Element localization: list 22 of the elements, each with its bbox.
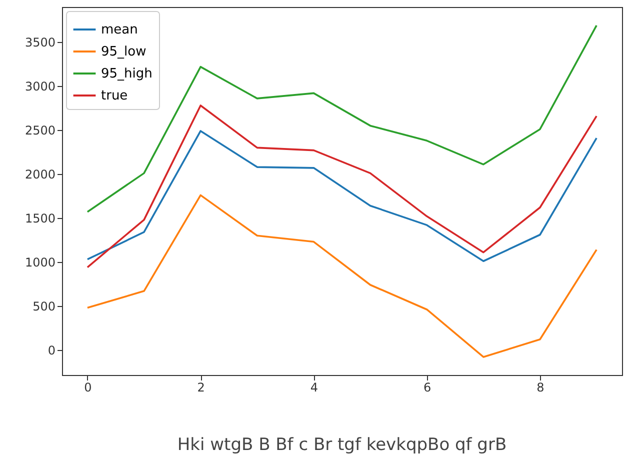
- y-tick-label: 2500: [24, 124, 56, 138]
- y-tick-label: 3000: [24, 80, 56, 94]
- x-tick-label: 0: [84, 380, 92, 394]
- line-series: [86, 104, 598, 268]
- x-tick-label: 4: [310, 380, 318, 394]
- text: Hki wtgB B Bf c Br tgf kevkqpBo qf grB: [177, 435, 507, 455]
- x-tick-label: 8: [536, 380, 544, 394]
- x-tick-label: 2: [197, 380, 205, 394]
- line-series: [86, 130, 598, 262]
- line-series: [86, 194, 598, 358]
- legend-label: 95_low: [101, 44, 147, 60]
- y-tick-label: 3500: [24, 36, 56, 50]
- line-series: [86, 24, 598, 213]
- legend-label: 95_high: [101, 66, 152, 82]
- y-tick-label: 1500: [24, 212, 56, 226]
- legend-label: true: [101, 88, 128, 104]
- y-tick-label: 2000: [24, 168, 56, 182]
- y-tick-label: 1000: [24, 256, 56, 270]
- y-tick-label: 500: [32, 299, 56, 314]
- y-tick-label: 0: [48, 343, 56, 358]
- legend-label: mean: [101, 22, 138, 38]
- x-tick-label: 6: [424, 380, 432, 394]
